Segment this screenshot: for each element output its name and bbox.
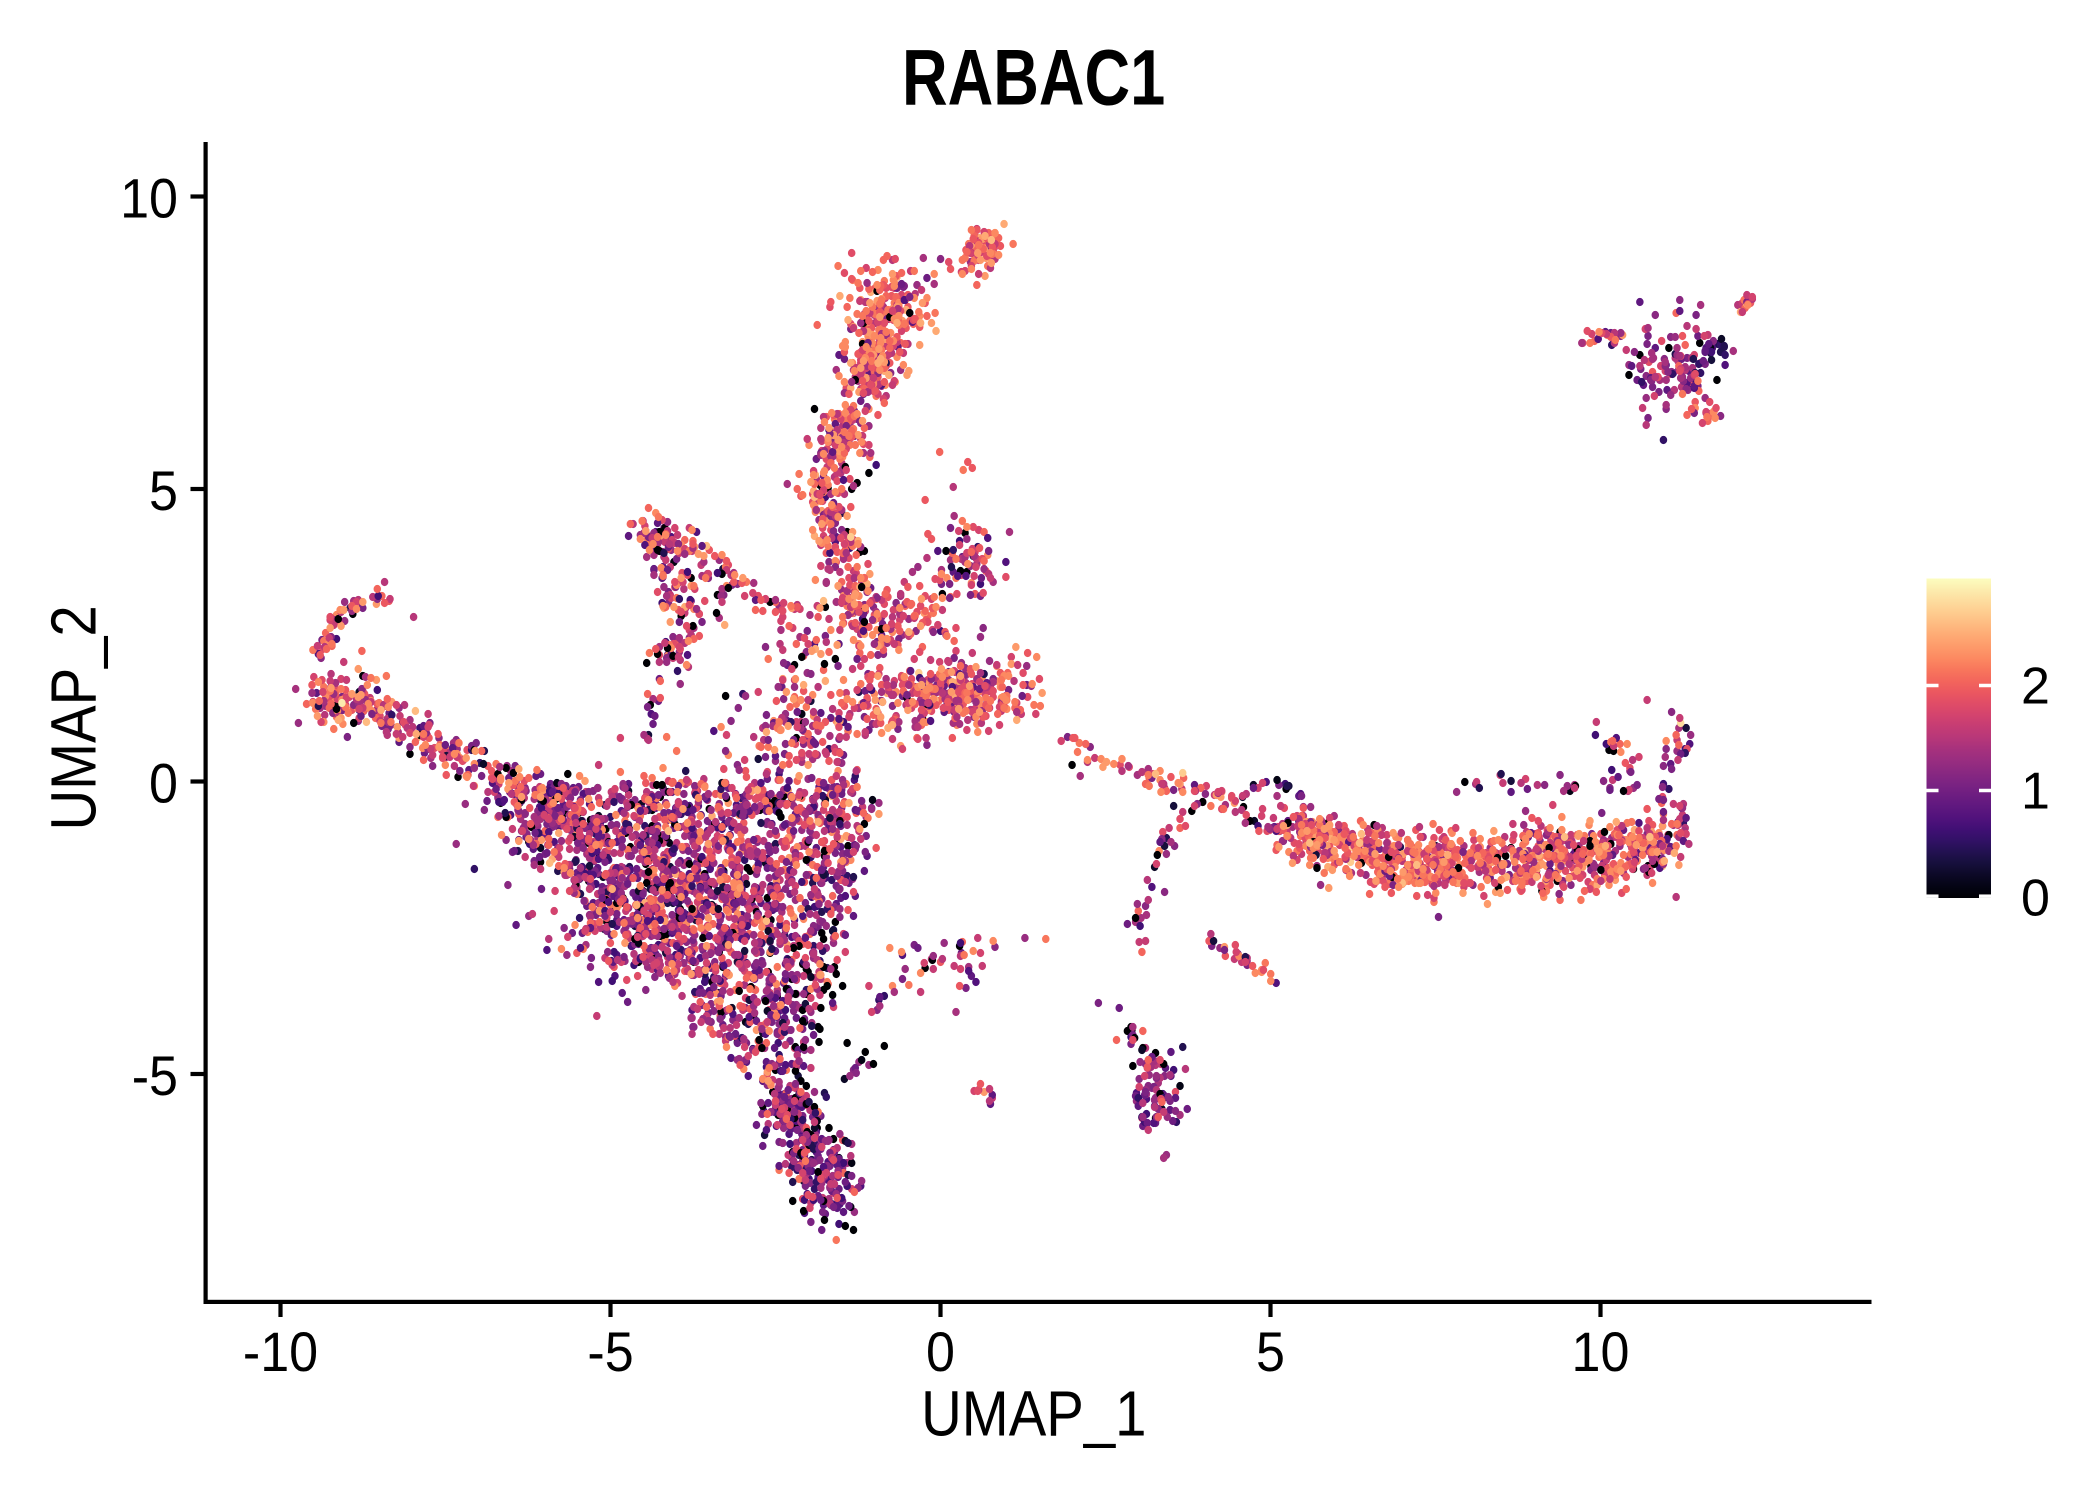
svg-text:0: 0 (149, 753, 178, 815)
svg-text:-5: -5 (587, 1321, 633, 1383)
svg-text:UMAP_2: UMAP_2 (37, 605, 109, 830)
svg-text:5: 5 (1256, 1321, 1285, 1383)
svg-text:-5: -5 (132, 1045, 178, 1107)
svg-text:-10: -10 (243, 1321, 318, 1383)
svg-text:RABAC1: RABAC1 (902, 34, 1165, 122)
svg-text:UMAP_1: UMAP_1 (921, 1377, 1146, 1449)
svg-text:0: 0 (2021, 870, 2050, 928)
svg-text:2: 2 (2021, 658, 2050, 716)
svg-text:1: 1 (2021, 763, 2050, 821)
svg-text:5: 5 (149, 460, 178, 522)
svg-text:10: 10 (1572, 1321, 1630, 1383)
svg-text:10: 10 (120, 168, 178, 230)
svg-text:0: 0 (926, 1321, 955, 1383)
